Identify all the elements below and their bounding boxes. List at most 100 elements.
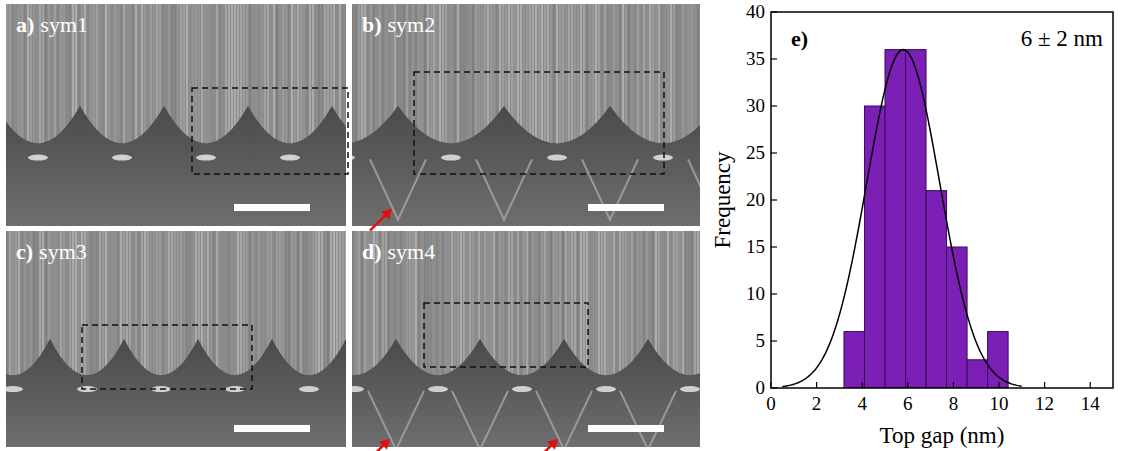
frame xyxy=(771,12,1113,388)
y-tick-label: 20 xyxy=(746,189,765,210)
y-tick-label: 30 xyxy=(746,95,765,116)
tip xyxy=(352,386,364,392)
substrate-front xyxy=(6,339,346,447)
y-tick xyxy=(771,387,777,388)
bar xyxy=(864,106,885,388)
bar xyxy=(906,50,927,388)
dashed-box xyxy=(414,72,664,174)
panel-label: e) xyxy=(791,26,808,51)
x-tick-label: 12 xyxy=(1035,393,1054,414)
fit-curve xyxy=(782,50,1021,387)
y-tick xyxy=(771,105,777,106)
sem-image xyxy=(6,231,346,447)
red-arrow-head xyxy=(547,439,558,450)
x-tick-label: 2 xyxy=(812,393,822,414)
tip xyxy=(280,155,300,161)
y-tick-label: 5 xyxy=(756,330,766,351)
panel-title: sym4 xyxy=(388,239,436,264)
v-groove xyxy=(620,391,676,447)
tip xyxy=(112,155,132,161)
tip xyxy=(653,155,673,161)
tip xyxy=(680,386,700,392)
y-tick-label: 40 xyxy=(746,1,765,22)
tip xyxy=(428,386,448,392)
tip xyxy=(352,155,355,161)
y-tick-label: 10 xyxy=(746,283,765,304)
red-arrow-head xyxy=(379,439,390,450)
x-tick xyxy=(1090,382,1091,388)
dashed-box xyxy=(82,325,252,389)
x-tick xyxy=(998,382,999,388)
tip xyxy=(299,386,319,392)
y-tick xyxy=(771,199,777,200)
bar xyxy=(844,332,865,388)
tip xyxy=(596,386,616,392)
dashed-box xyxy=(192,88,348,174)
tip xyxy=(512,386,532,392)
tip xyxy=(6,386,23,392)
bar xyxy=(885,50,906,388)
bar xyxy=(967,360,988,388)
x-tick-label: 4 xyxy=(857,393,867,414)
bar xyxy=(947,247,968,388)
figure: a)sym1b)sym2c)sym3d)sym40246810121405101… xyxy=(0,0,1124,451)
x-tick xyxy=(907,382,908,388)
x-tick-label: 8 xyxy=(949,393,959,414)
x-tick xyxy=(1044,382,1045,388)
dashed-box xyxy=(424,303,588,367)
annotation: 6 ± 2 nm xyxy=(1021,26,1103,51)
x-tick xyxy=(770,382,771,388)
y-tick xyxy=(771,58,777,59)
y-tick-label: 25 xyxy=(746,142,765,163)
red-arrow-head xyxy=(381,209,392,220)
scale-bar xyxy=(234,425,310,432)
bar xyxy=(926,191,947,388)
y-tick-label: 15 xyxy=(746,236,765,257)
panel-title: sym3 xyxy=(39,239,87,264)
panel-label: c) xyxy=(16,239,33,264)
plot-area xyxy=(782,50,1021,388)
substrate-front xyxy=(6,106,346,226)
v-groove xyxy=(536,391,592,447)
v-groove xyxy=(452,391,508,447)
x-tick xyxy=(862,382,863,388)
panel-title: sym2 xyxy=(388,12,436,37)
x-tick xyxy=(816,382,817,388)
sem-panel: d)sym4 xyxy=(312,231,760,451)
v-groove xyxy=(368,391,424,447)
tip xyxy=(441,155,461,161)
bar xyxy=(988,332,1009,388)
tip xyxy=(196,155,216,161)
y-tick xyxy=(771,152,777,153)
y-axis-title: Frequency xyxy=(710,151,735,249)
v-groove xyxy=(688,159,700,219)
scale-bar xyxy=(588,204,664,211)
v-groove xyxy=(370,159,426,219)
panel-label: b) xyxy=(362,12,382,37)
sem-image xyxy=(6,4,346,226)
substrate-front xyxy=(352,106,700,226)
sem-image xyxy=(352,4,700,226)
x-axis-title: Top gap (nm) xyxy=(880,423,1005,448)
x-tick-label: 6 xyxy=(903,393,913,414)
y-tick xyxy=(771,293,777,294)
y-tick xyxy=(771,340,777,341)
sem-panel: b)sym2 xyxy=(292,4,744,231)
v-groove xyxy=(476,159,532,219)
tip xyxy=(28,155,48,161)
y-tick-label: 35 xyxy=(746,48,765,69)
y-tick xyxy=(771,246,777,247)
panel-title: sym1 xyxy=(40,12,88,37)
y-tick-label: 0 xyxy=(756,377,766,398)
x-tick-label: 10 xyxy=(990,393,1009,414)
panel-label: a) xyxy=(16,12,34,37)
x-tick xyxy=(953,382,954,388)
x-tick-label: 14 xyxy=(1081,393,1101,414)
x-tick-label: 0 xyxy=(766,393,776,414)
panel-label: d) xyxy=(362,239,382,264)
sem-image xyxy=(352,231,700,447)
y-tick xyxy=(771,11,777,12)
scale-bar xyxy=(234,204,310,211)
tip xyxy=(547,155,567,161)
scale-bar xyxy=(588,425,664,432)
